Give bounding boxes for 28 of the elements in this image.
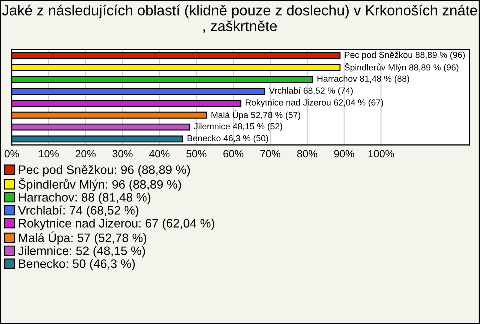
- x-tick-label: 100%: [368, 150, 394, 158]
- data-label: Pec pod Sněžkou 88,89 % (96): [345, 52, 466, 60]
- x-tick-label: 0%: [4, 150, 20, 158]
- x-tick-label: 20%: [76, 150, 96, 158]
- x-tick-label: 30%: [112, 150, 133, 158]
- legend-label: Rokytnice nad Jizerou: 67 (62,04 %): [19, 218, 215, 230]
- x-tick-label: 50%: [186, 150, 207, 158]
- legend-label: Malá Úpa: 57 (52,78 %): [19, 232, 147, 245]
- data-label: Špindlerův Mlýn 88,89 % (96): [344, 63, 459, 72]
- x-tick-label: 90%: [334, 150, 354, 158]
- legend-label: Harrachov: 88 (81,48 %): [19, 192, 151, 204]
- x-tick-label: 80%: [297, 150, 318, 158]
- legend-label: Špindlerův Mlýn: 96 (88,89 %): [18, 178, 182, 192]
- legend-label: Benecko: 50 (46,3 %): [19, 259, 136, 271]
- chart-title: Jaké z následujících oblastí (klidně pouze z doslechu) v Krkonoších znáte , zaškrtněte: [2, 4, 478, 34]
- x-tick-label: 60%: [224, 150, 244, 158]
- data-label: Malá Úpa 52,78 % (57): [212, 110, 301, 120]
- legend-label: Vrchlabí: 74 (68,52 %): [18, 206, 139, 218]
- data-label: Vrchlabí 68,52 % (74): [269, 87, 353, 96]
- data-label: Rokytnice nad Jizerou 62,04 % (67): [246, 99, 384, 108]
- data-label: Jilemnice 48,15 % (52): [194, 123, 282, 132]
- legend-label: Pec pod Sněžkou: 96 (88,89 %): [19, 165, 190, 177]
- x-tick-label: 40%: [150, 150, 170, 158]
- data-label: Benecko 46,3 % (50): [188, 135, 268, 144]
- legend-label: Jilemnice: 52 (48,15 %): [18, 246, 146, 258]
- x-tick-label: 10%: [39, 150, 59, 158]
- data-label: Harrachov 81,48 % (88): [318, 76, 410, 84]
- x-tick-label: 70%: [260, 150, 281, 158]
